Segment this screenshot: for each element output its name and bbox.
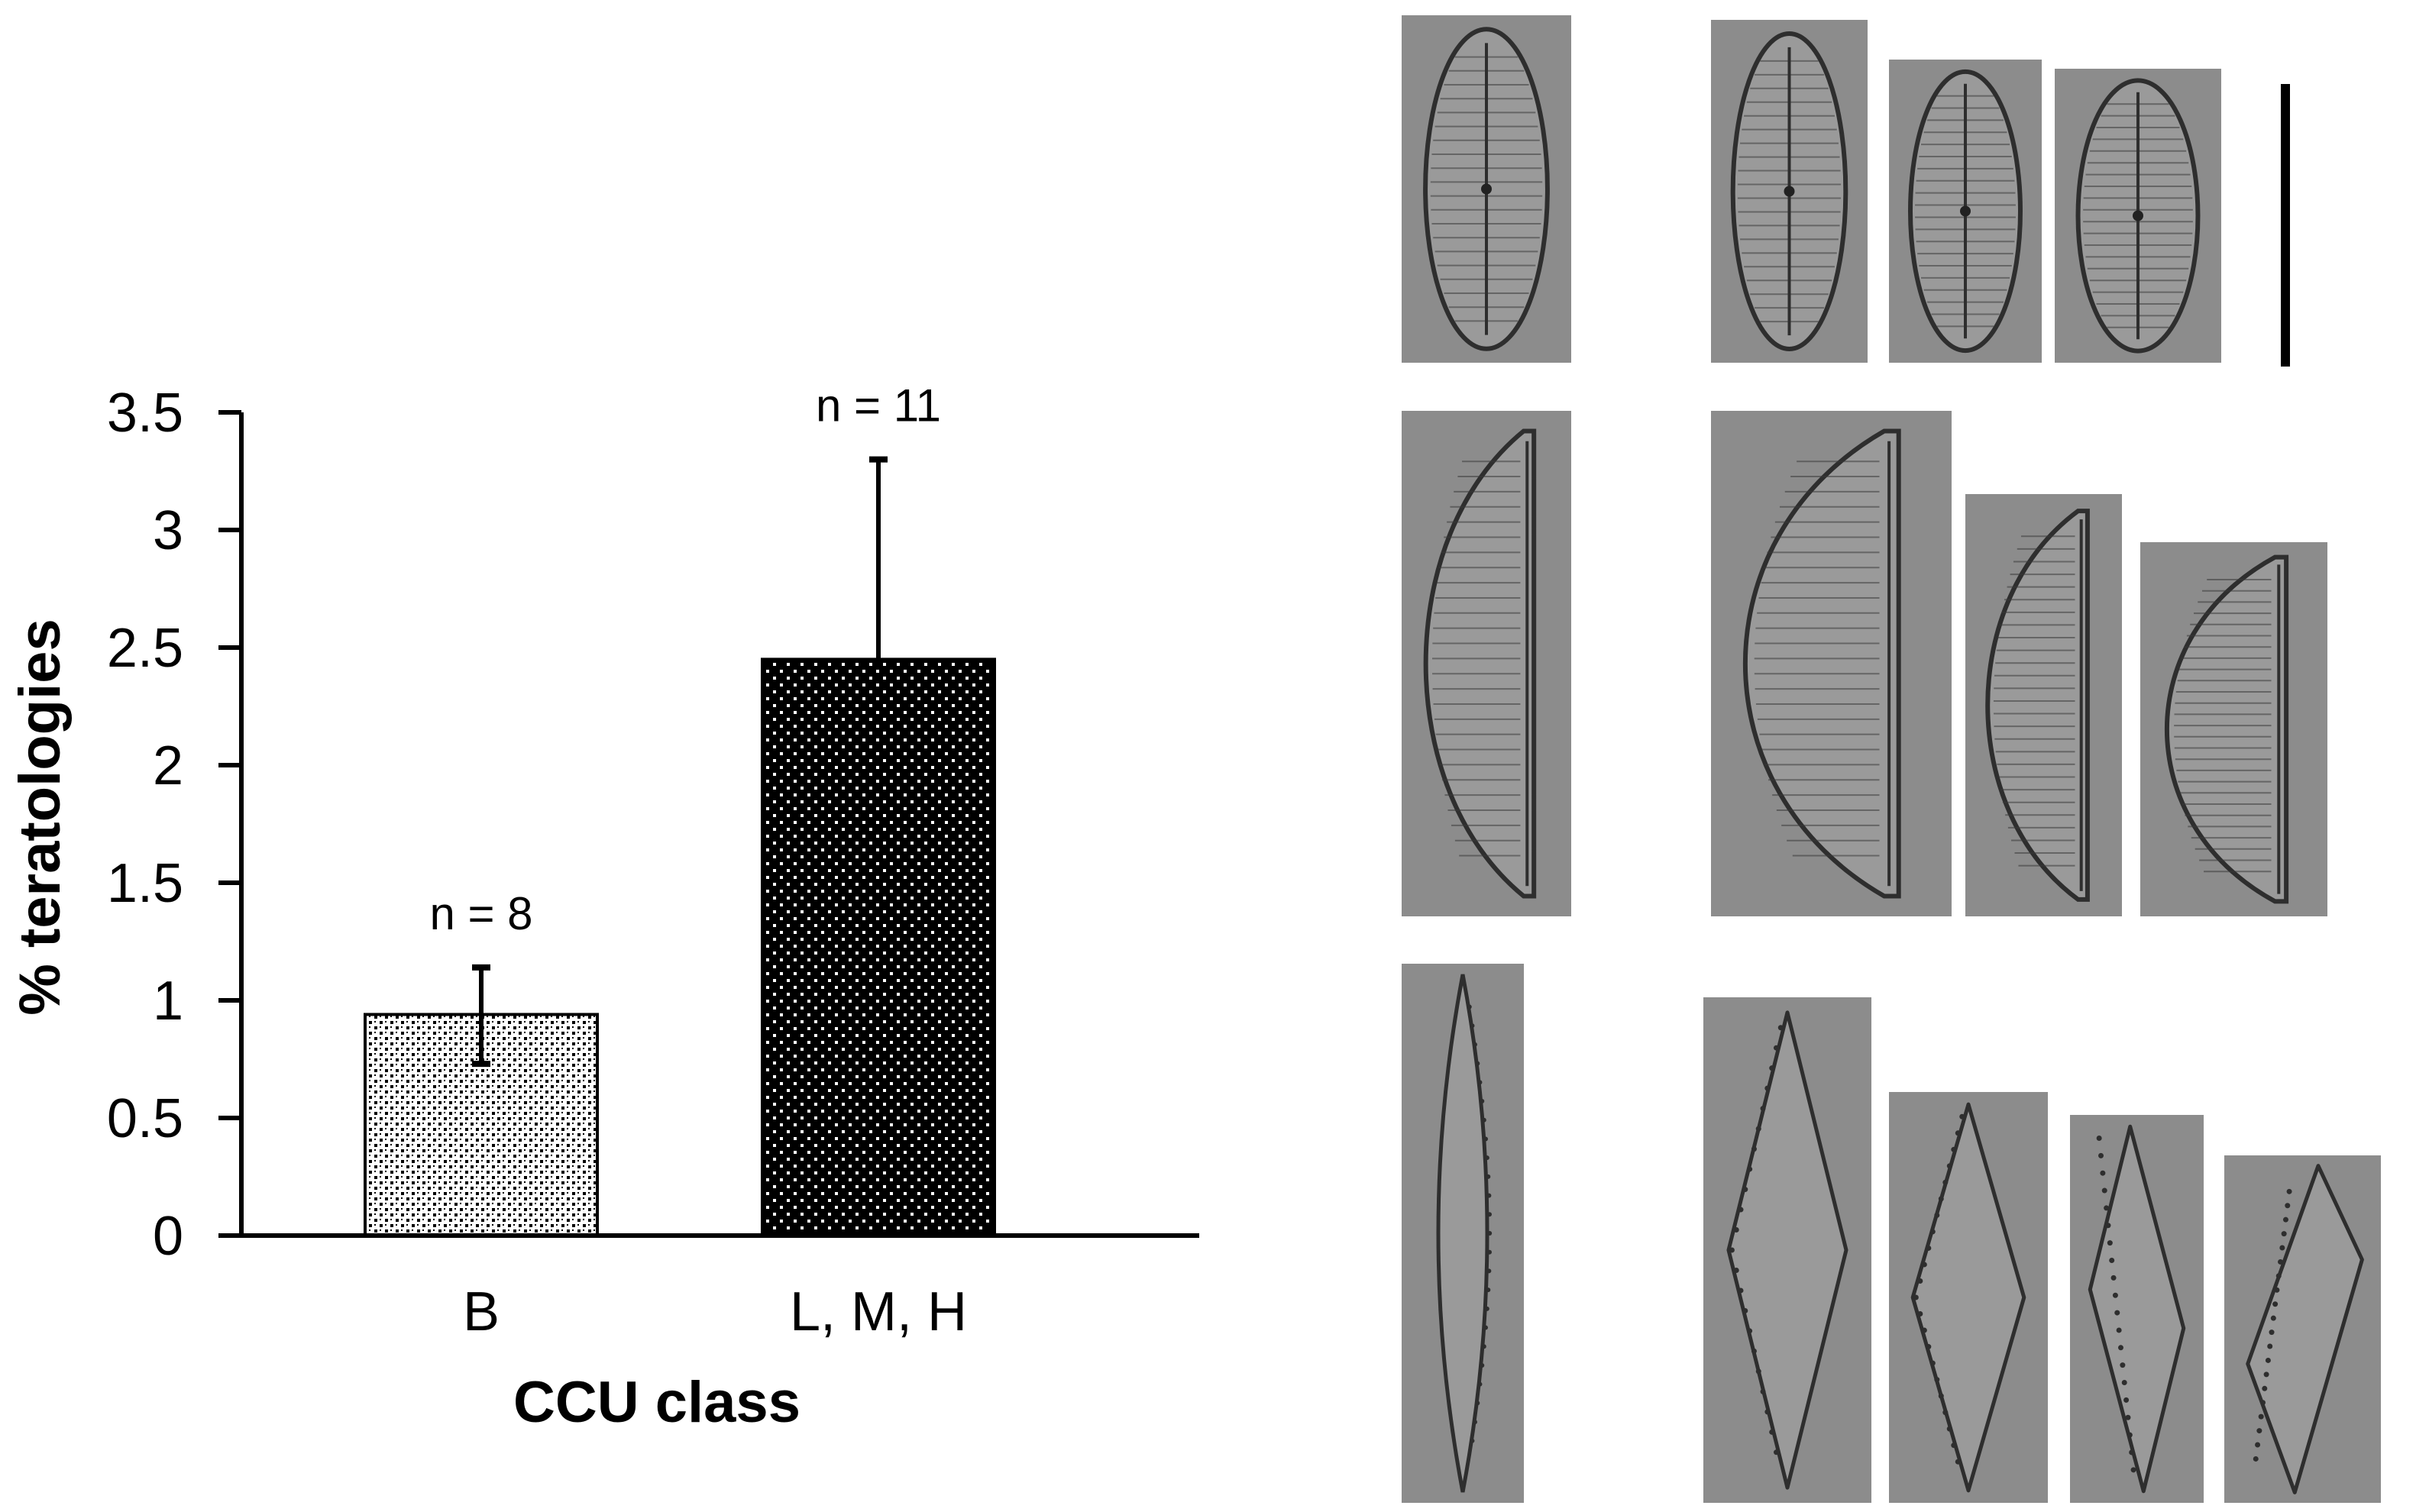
y-tick-label: 3 [153,500,183,561]
diatom-micrograph-row-3-11 [1889,1092,2048,1503]
y-tick-label: 1.5 [107,853,183,914]
x-axis-label: CCU class [513,1370,801,1435]
y-tick-label: 1 [153,971,183,1032]
error-bar-1 [472,964,490,1068]
diatom-micrograph-row-2-8 [2140,542,2327,916]
x-tick-label-1: B [463,1281,500,1342]
x-ticks-layer: B L, M, H [463,1281,967,1342]
y-tick-label: 3.5 [107,383,183,444]
y-axis-label: % teratologies [8,619,73,1015]
y-tick-label: 2 [153,735,183,796]
error-bar-2 [869,456,888,660]
diatom-micrograph-row-1-1 [1402,15,1571,363]
sample-size-label-2: n = 11 [816,380,941,431]
diatom-micrograph-row-2-7 [1965,494,2122,916]
bar-2 [761,657,996,1237]
diatom-micrograph-row-1-3 [1889,60,2042,363]
diatom-micrograph-row-3-13 [2224,1155,2381,1503]
diatom-micrograph-row-3-12 [2070,1115,2204,1503]
y-tick-label: 0.5 [107,1088,183,1149]
diatom-micrograph-row-3-10 [1703,997,1871,1503]
x-tick-label-2: L, M, H [790,1281,967,1342]
y-tick-label: 2.5 [107,618,183,679]
error-bars-layer [472,456,888,1068]
diatom-micrograph-row-1-2 [1711,20,1868,363]
bar-chart: 0 0.5 1 1.5 2 2.5 3 3.5 B L, M, H n = 8 n = 11 CC… [8,380,1199,1435]
y-tick-label: 0 [153,1206,183,1267]
diatom-micrograph-row-2-5 [1402,411,1571,916]
y-ticks-layer: 0 0.5 1 1.5 2 2.5 3 3.5 [107,383,241,1267]
diatom-micrograph-row-1-4 [2055,69,2221,363]
diatom-micrograph-row-3-9 [1402,964,1524,1503]
sample-size-label-1: n = 8 [429,888,532,939]
annotations-layer: n = 8 n = 11 [429,380,941,939]
diatom-micrograph-row-2-6 [1711,411,1952,916]
